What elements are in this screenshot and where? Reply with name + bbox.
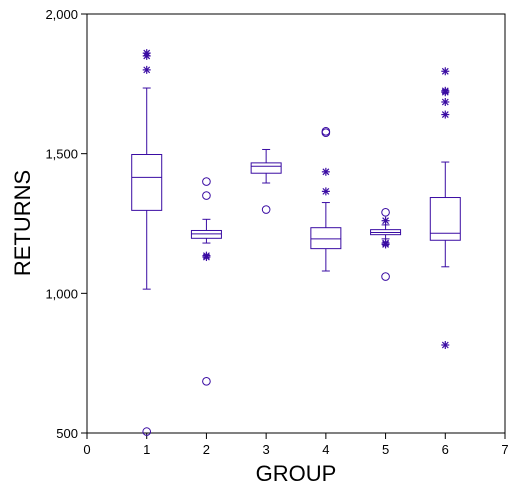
x-tick-label: 4 <box>322 442 329 457</box>
outlier-circle <box>142 427 152 436</box>
x-tick-label: 1 <box>143 442 150 457</box>
box <box>190 229 222 239</box>
asterisk-stroke <box>143 49 151 57</box>
outlier-circle <box>202 377 211 386</box>
asterisk-stroke <box>322 187 330 195</box>
x-tick-label: 0 <box>83 442 90 457</box>
outlier-asterisk <box>441 88 450 97</box>
outlier-asterisk <box>441 110 450 119</box>
y-axis-title: RETURNS <box>10 170 35 276</box>
asterisk-stroke <box>203 253 210 261</box>
x-tick-label: 7 <box>501 442 508 457</box>
y-tick-label: 500 <box>56 426 78 441</box>
outlier-asterisk <box>321 187 330 196</box>
outlier-circle <box>381 208 390 217</box>
outlier-circle <box>202 191 211 200</box>
box-group <box>370 208 402 281</box>
box-group <box>429 67 461 350</box>
asterisk-stroke <box>143 66 151 74</box>
box-group <box>131 49 163 436</box>
outlier-asterisk <box>142 49 151 58</box>
box-group <box>190 177 222 386</box>
outlier-asterisk <box>441 341 450 350</box>
box <box>250 162 282 174</box>
outlier-circle <box>381 272 390 281</box>
plot-frame <box>86 13 506 434</box>
y-tick-label: 1,500 <box>45 147 78 162</box>
x-axis-title: GROUP <box>256 461 337 486</box>
outlier-circle <box>261 205 271 214</box>
y-tick-label: 1,000 <box>45 286 78 301</box>
outlier-circle <box>321 128 331 138</box>
x-tick-label: 6 <box>442 442 449 457</box>
outlier-asterisk <box>202 253 211 262</box>
outlier-asterisk <box>441 67 450 76</box>
outlier-asterisk <box>142 65 151 74</box>
outlier-asterisk <box>381 216 390 225</box>
x-tick-label: 5 <box>382 442 389 457</box>
asterisk-stroke <box>382 241 389 248</box>
outlier-asterisk <box>321 167 330 176</box>
outlier-asterisk <box>441 97 450 106</box>
asterisk-stroke <box>441 67 449 75</box>
box-groups <box>131 49 461 436</box>
y-tick-label: 2,000 <box>45 7 78 22</box>
asterisk-stroke <box>441 111 449 118</box>
asterisk-stroke <box>441 98 449 106</box>
box <box>310 227 342 250</box>
box <box>429 197 461 241</box>
asterisk-stroke <box>441 341 449 349</box>
x-tick-label: 2 <box>203 442 210 457</box>
box-group <box>250 148 282 214</box>
asterisk-stroke <box>441 88 449 96</box>
asterisk-stroke <box>382 217 389 225</box>
box-group <box>310 127 342 272</box>
outlier-asterisk <box>381 240 390 249</box>
asterisk-stroke <box>322 168 330 176</box>
box <box>131 154 163 211</box>
x-tick-label: 3 <box>263 442 270 457</box>
outlier-circle <box>202 177 211 186</box>
axes: 0 1 2 3 4 5 6 7 500 1,000 1,500 2,000 <box>45 7 508 457</box>
